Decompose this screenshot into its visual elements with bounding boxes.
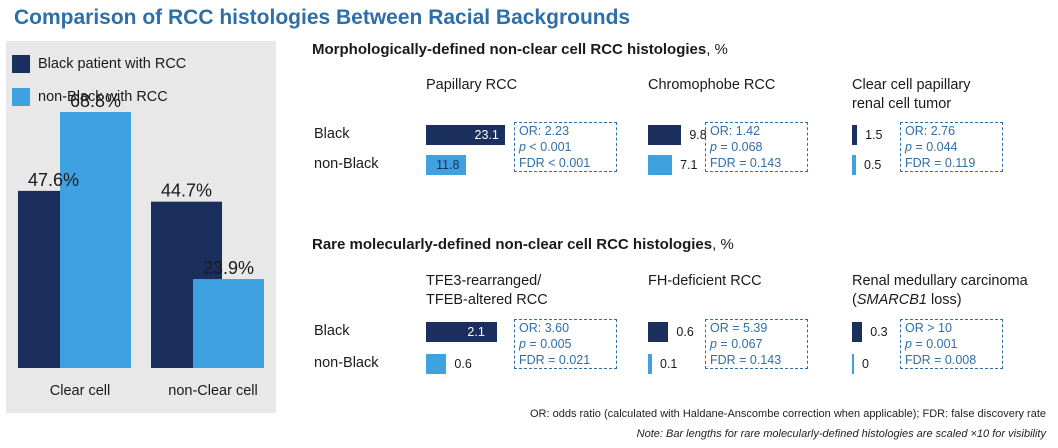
panel-title-1-0: TFE3-rearranged/TFEB-altered RCC [426,272,548,310]
legend-label-black: Black patient with RCC [38,56,187,72]
panel-title-0-1: Chromophobe RCC [648,76,775,95]
hbar-value-black-0-2: 1.5 [865,128,883,142]
p-symbol: p [710,140,717,154]
p-symbol: p [905,140,912,154]
stat-box-1-0: OR: 3.60 p = 0.005 FDR = 0.021 [514,319,617,369]
panel-title-line: (SMARCB1 loss) [852,292,962,308]
legend-swatch-nonblack [12,88,30,106]
fdr-value: FDR = 0.143 [710,156,782,170]
row-label-black: Black [314,323,350,339]
hbar-nonblack-0-2 [852,155,856,175]
hbar-value-nonblack-1-2: 0 [862,357,869,371]
gene-name: SMARCB1 [856,292,927,308]
hbar-black-1-2 [852,322,863,342]
category-label-0: Clear cell [50,383,110,399]
hbar-value-black-0-1: 9.8 [689,128,707,142]
panel-title-1-2: Renal medullary carcinoma (SMARCB1 loss) [852,272,1028,310]
fdr-value: FDR = 0.143 [710,353,782,367]
hbar-nonblack-1-2 [852,354,854,374]
bar-nonblack-0 [60,112,131,368]
row-label-nonblack: non-Black [314,355,379,371]
bar-nonblack-1 [193,279,264,368]
odds-ratio: OR: 2.23 [519,124,570,138]
panel-title-line: Clear cell papillary [852,77,971,93]
hbar-value-black-1-0: 2.1 [467,325,485,339]
p-value: p = 0.068 [710,140,763,154]
footnote-or: OR: odds ratio (calculated with Haldane-… [529,408,1046,420]
panel-title-line: renal cell tumor [852,96,952,112]
bar-value-label-nonblack-0: 68.8% [70,91,121,111]
stat-box-1-2: OR > 10 p = 0.001 FDR = 0.008 [900,319,1003,369]
section-heading-morphological-unit: , % [706,41,728,58]
panel-title-line: TFEB-altered RCC [426,292,548,308]
panel-title-line: TFE3-rearranged/ [426,273,542,289]
hbar-value-nonblack-0-1: 7.1 [680,158,698,172]
panel-title-line: Papillary RCC [426,77,518,93]
fdr-value: FDR = 0.119 [905,156,976,170]
bar-value-label-black-1: 44.7% [161,181,212,201]
fdr-value: FDR = 0.021 [519,353,591,367]
odds-ratio: OR > 10 [905,321,952,335]
panel-title-0-0: Papillary RCC [426,76,517,95]
section-heading-molecular: Rare molecularly-defined non-clear cell … [312,236,734,253]
hbar-nonblack-1-1 [648,354,652,374]
hbar-nonblack-0-1 [648,155,673,175]
p-symbol: p [519,140,526,154]
hbar-black-1-0 [426,322,498,342]
page-title: Comparison of RCC histologies Between Ra… [14,6,631,29]
row-label-nonblack: non-Black [314,156,379,172]
p-symbol: p [710,337,717,351]
stat-box-0-0: OR: 2.23 p < 0.001 FDR < 0.001 [514,122,617,172]
stat-box-0-1: OR: 1.42 p = 0.068 FDR = 0.143 [705,122,808,172]
category-label-1: non-Clear cell [168,383,257,399]
legend-swatch-black [12,55,30,73]
stat-box-0-2: OR: 2.76 p = 0.044 FDR = 0.119 [900,122,1003,172]
row-label-black: Black [314,126,350,142]
hbar-value-black-1-1: 0.6 [676,325,694,339]
bar-value-label-black-0: 47.6% [28,170,79,190]
panel-title-1-1: FH-deficient RCC [648,272,762,291]
hbar-value-nonblack-1-0: 0.6 [454,357,472,371]
p-value: p = 0.067 [710,337,763,351]
panel-title-line: FH-deficient RCC [648,273,762,289]
footnote-scale: Note: Bar lengths for rare molecularly-d… [636,428,1046,440]
hbar-value-black-1-2: 0.3 [870,325,888,339]
section-heading-molecular-unit: , % [712,236,734,253]
panel-title-line: Chromophobe RCC [648,77,776,93]
fdr-value: FDR = 0.008 [905,353,977,367]
p-symbol: p [519,337,526,351]
odds-ratio: OR: 1.42 [710,124,761,138]
hbar-black-0-0 [426,125,505,145]
p-symbol: p [905,337,912,351]
hbar-value-nonblack-0-2: 0.5 [864,158,882,172]
hbar-value-nonblack-0-0: 11.8 [436,158,460,172]
legend-item-black: Black patient with RCC [12,55,186,73]
odds-ratio: OR = 5.39 [710,321,768,335]
hbar-nonblack-1-0 [426,354,447,374]
section-heading-molecular-text: Rare molecularly-defined non-clear cell … [312,236,713,253]
section-heading-morphological: Morphologically-defined non-clear cell R… [312,41,728,58]
panel-title-line: Renal medullary carcinoma [852,273,1028,289]
p-value: p = 0.001 [905,337,958,351]
hbar-black-0-2 [852,125,858,145]
p-value: p < 0.001 [519,140,572,154]
p-value: p = 0.044 [905,140,958,154]
odds-ratio: OR: 3.60 [519,321,570,335]
legend-item-nonblack: non-Black with RCC [12,88,168,106]
fdr-value: FDR < 0.001 [519,156,591,170]
hbar-black-0-1 [648,125,682,145]
panel-title-0-2: Clear cell papillary renal cell tumor [852,76,970,114]
bar-value-label-nonblack-1: 23.9% [203,258,254,278]
p-value: p = 0.005 [519,337,572,351]
hbar-nonblack-0-0 [426,155,467,175]
odds-ratio: OR: 2.76 [905,124,956,138]
section-heading-morphological-text: Morphologically-defined non-clear cell R… [312,41,707,58]
legend-label-nonblack: non-Black with RCC [38,89,168,105]
hbar-value-black-0-0: 23.1 [474,128,499,142]
stat-box-1-1: OR = 5.39 p = 0.067 FDR = 0.143 [705,319,808,369]
hbar-black-1-1 [648,322,669,342]
hbar-value-nonblack-1-1: 0.1 [660,357,678,371]
